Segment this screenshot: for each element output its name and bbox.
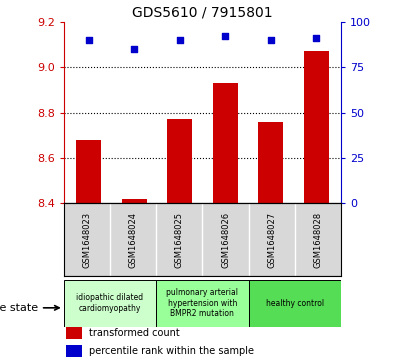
Text: idiopathic dilated
cardiomyopathy: idiopathic dilated cardiomyopathy — [76, 293, 143, 313]
Bar — [167, 119, 192, 203]
Bar — [212, 83, 238, 203]
Text: pulmonary arterial
hypertension with
BMPR2 mutation: pulmonary arterial hypertension with BMP… — [166, 288, 238, 318]
Text: GSM1648025: GSM1648025 — [175, 212, 184, 268]
Text: transformed count: transformed count — [89, 328, 180, 338]
Bar — [67, 327, 82, 339]
Point — [313, 35, 319, 41]
Point — [131, 46, 138, 52]
Point — [267, 37, 274, 43]
Text: percentile rank within the sample: percentile rank within the sample — [89, 346, 254, 356]
Bar — [156, 280, 249, 327]
Text: GSM1648024: GSM1648024 — [129, 212, 138, 268]
Text: disease state: disease state — [0, 303, 59, 313]
Text: healthy control: healthy control — [266, 299, 324, 307]
Bar — [67, 345, 82, 357]
Text: GSM1648023: GSM1648023 — [82, 212, 91, 268]
Point — [222, 33, 229, 39]
Bar — [122, 199, 147, 203]
Point — [176, 37, 183, 43]
Point — [85, 37, 92, 43]
Bar — [304, 51, 328, 203]
Bar — [76, 140, 101, 203]
Bar — [64, 280, 156, 327]
Text: GSM1648026: GSM1648026 — [221, 212, 230, 268]
Text: GSM1648027: GSM1648027 — [267, 212, 276, 268]
Text: GSM1648028: GSM1648028 — [314, 212, 323, 268]
Bar — [258, 122, 283, 203]
Bar — [249, 280, 341, 327]
Title: GDS5610 / 7915801: GDS5610 / 7915801 — [132, 5, 273, 19]
